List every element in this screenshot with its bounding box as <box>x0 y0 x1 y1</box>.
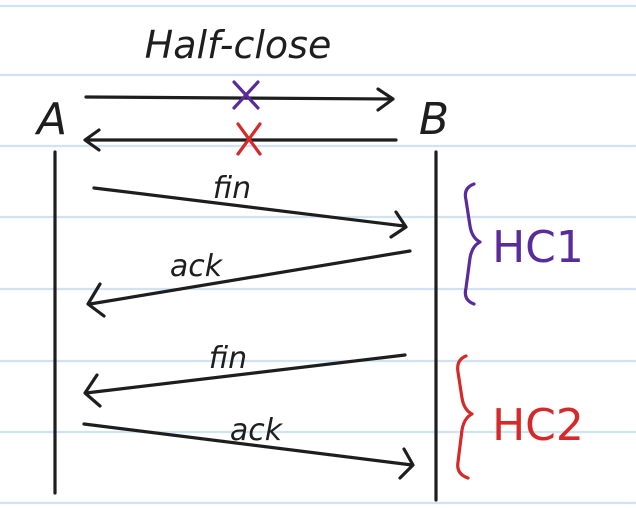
message-label-fin-hc2: fin <box>209 341 247 376</box>
overview-arrow-a-to-b <box>84 87 395 112</box>
group-label-hc2: HC2 <box>492 400 584 451</box>
message-arrow-fin-hc1 <box>92 186 408 239</box>
brace-hc1 <box>463 182 482 306</box>
cross-mark-red <box>236 122 262 156</box>
overview-arrow-b-to-a <box>83 128 398 152</box>
ruled-lines <box>0 4 636 505</box>
brace-hc2 <box>456 354 474 480</box>
message-label-fin-hc1: fin <box>213 171 251 206</box>
message-label-ack-hc1: ack <box>170 249 224 284</box>
message-arrow-fin-hc2 <box>83 353 407 408</box>
message-arrow-ack-hc1 <box>86 249 412 318</box>
message-label-ack-hc2: ack <box>230 413 284 448</box>
cross-mark-purple <box>232 80 260 110</box>
group-label-hc1: HC1 <box>492 222 584 273</box>
diagram-title: Half-close <box>145 23 332 67</box>
node-label-b: B <box>419 94 449 145</box>
message-arrow-ack-hc2 <box>82 422 415 480</box>
node-label-a: A <box>34 94 67 145</box>
